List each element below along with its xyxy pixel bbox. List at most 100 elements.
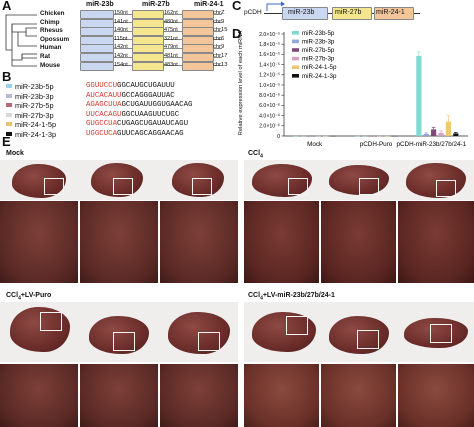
legend-swatch (292, 74, 299, 78)
construct-label-mir24: miR-24-1 (376, 9, 405, 16)
gene-spacer-1: 142nt (114, 44, 128, 51)
sequence-rest: GUUCAGCAGGAACAG (117, 130, 184, 138)
closeup-puro-3 (160, 364, 238, 427)
sequence-text: AUCACAUUGCCAGGGAUUAC (86, 92, 175, 100)
chromosome-label: chr13 (213, 61, 228, 68)
seed-region: UGGCUCA (86, 130, 118, 138)
gene-spacer-1: 140nt (114, 27, 128, 34)
sequence-swatch (6, 93, 12, 98)
sequence-name: miR-24-1-5p (15, 120, 57, 130)
legend-label: miR-24-1-5p (302, 64, 337, 71)
legend-swatch (292, 31, 299, 35)
sequence-name: miR-27b-5p (15, 101, 54, 111)
gene-box-mir24 (182, 53, 214, 62)
liver-photo-ccl4-1 (244, 160, 323, 200)
construct-box-mir24 (374, 7, 414, 20)
bar (423, 133, 429, 136)
sequence-name: miR-23b-5p (15, 82, 54, 91)
sequence-swatch (6, 84, 12, 88)
closeup-mock-2 (80, 201, 158, 283)
liver-photo-mock-2 (79, 160, 160, 200)
gene-spacer-1: 142nt (114, 53, 128, 59)
sequence-text: UUCACAGUGGCUAAGUUCUGC (86, 111, 179, 119)
gene-box-mir27b (132, 35, 164, 45)
gene-spacer-2: 162nt (164, 10, 178, 16)
gene-box-mir27b (132, 61, 164, 71)
liver-photo-mir-1 (244, 302, 323, 362)
ccl4-subscript: 4 (260, 153, 263, 160)
gene-box-mir24 (182, 61, 214, 71)
gene-box-mir24 (182, 35, 214, 45)
liver-photo-ccl4-2 (321, 160, 400, 200)
sequence-swatch (6, 122, 12, 127)
gene-box-mir24 (182, 44, 214, 54)
gene-spacer-2: 483nt (164, 61, 178, 68)
bar (438, 132, 444, 136)
sequence-text: AGAGCUUAGCUGAUUGGUGAACAG (86, 101, 192, 109)
legend-swatch (292, 56, 299, 61)
liver-photo-mir-2 (321, 302, 400, 362)
closeup-ccl4-1 (244, 201, 319, 283)
bar (453, 133, 459, 136)
sequence-text: GGUUCCUGGCAUGCUGAUUU (86, 82, 175, 90)
gene-box-mir27b (132, 53, 164, 62)
gene-spacer-1: 150nt (114, 10, 128, 16)
species-name: Rhesus (40, 27, 63, 35)
liver-photo-puro-3 (158, 302, 240, 362)
legend-label: miR-27b-5p (302, 47, 335, 54)
seed-region: AGAGCUUA (86, 101, 122, 110)
mir-subscript: 4 (260, 295, 263, 302)
seed-region: GUGCCUA (86, 120, 118, 129)
gene-header-mir24: miR-24-1 (194, 1, 224, 8)
y-tick-label: 1.6×10⁻⁵ (259, 52, 280, 58)
y-tick-label: 0 (277, 134, 280, 140)
gene-spacer-1: 141nt (114, 18, 128, 25)
species-name: Human (40, 44, 62, 52)
sequence-rest: CUGAGCUGAUAUCAGU (117, 120, 189, 129)
species-name: Mouse (40, 61, 60, 69)
sequence-rest: GGCAUGCUGAUUU (117, 82, 175, 90)
x-tick-label: pCDH-Puro (360, 141, 393, 148)
construct-box-mir27b (332, 7, 372, 20)
species-name: Chimp (40, 18, 60, 26)
sequence-swatch (6, 103, 12, 108)
liver-photo-ccl4-3 (398, 160, 474, 200)
y-tick-label: 8.0×10⁻⁶ (259, 93, 280, 99)
closeup-mock-3 (160, 201, 238, 283)
sequence-name: miR-27b-3p (15, 110, 54, 120)
puro-tail-text: +LV-Puro (20, 292, 52, 299)
closeup-mir-2 (321, 364, 396, 427)
promoter-arrow-icon (266, 1, 285, 11)
legend-label: miR-24-1-3p (302, 73, 337, 80)
bar-chart: 0 2.0×10⁻⁶ 4.0×10⁻⁶ 6.0×10⁻⁶ 8.0×10⁻⁶ 1.0×10⁻… (259, 30, 468, 148)
gene-spacer-2: 480nt (164, 18, 178, 25)
y-tick-label: 1.2×10⁻⁵ (259, 73, 280, 79)
gene-box-mir23b (80, 53, 114, 62)
closeup-puro-1 (0, 364, 78, 427)
seed-region: AUCACAUU (86, 91, 122, 100)
construct-box-mir23b (282, 7, 328, 20)
seed-region: UUCACAGU (86, 110, 122, 119)
closeup-mir-3 (398, 364, 474, 427)
sequence-rest: GGCUAAGUUCUGC (121, 110, 180, 119)
bar (431, 129, 437, 136)
group-title-lv-mir: CCl4+LV-miR-23b/27b/24-1 (248, 292, 335, 301)
legend-label: miR-27b-3p (302, 56, 335, 63)
gene-header-mir23b: miR-23b (86, 1, 114, 8)
liver-photo-mock-3 (158, 160, 240, 200)
sequence-text: GUGCCUACUGAGCUGAUAUCAGU (86, 120, 188, 128)
chromosome-label: chr6 (213, 35, 225, 42)
sequence-text: UGGCUCAGUUCAGCAGGAACAG (86, 130, 184, 138)
puro-subscript: 4 (18, 295, 21, 302)
gene-box-mir23b (80, 18, 114, 28)
closeup-ccl4-2 (321, 201, 396, 283)
y-tick-label: 1.0×10⁻⁵ (259, 83, 280, 89)
sequence-name: miR-24-1-3p (15, 130, 57, 139)
construct-label-mir27b: miR-27b (335, 9, 362, 16)
gene-spacer-1: 154nt (114, 61, 128, 68)
legend-swatch (292, 48, 299, 52)
gene-box-mir23b (80, 27, 114, 37)
seed-region: GGUUCCU (86, 82, 118, 90)
gene-box-mir23b (80, 35, 114, 45)
panel-letter-d: D (232, 26, 242, 41)
